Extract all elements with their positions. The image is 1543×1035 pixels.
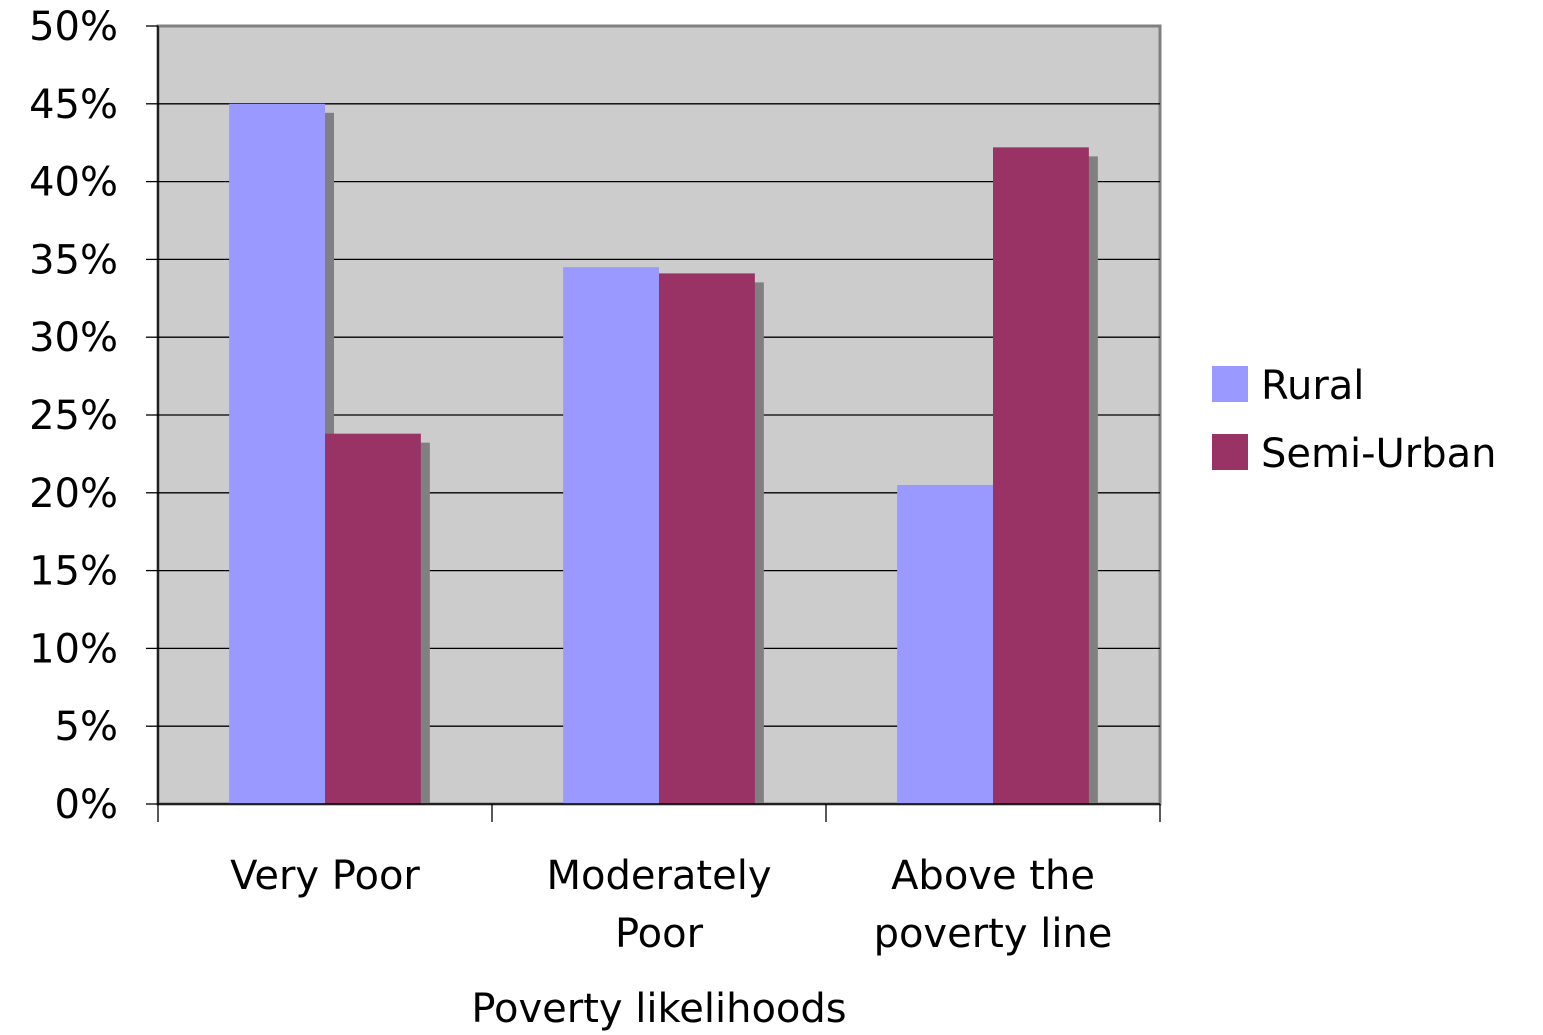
y-tick-labels: 0% 5% 10% 15% 20% 25% 30% 35% 40% 45% 50% xyxy=(29,4,118,828)
y-tick-label: 35% xyxy=(29,237,118,283)
y-tick-label: 45% xyxy=(29,82,118,128)
legend-swatch xyxy=(1212,366,1248,402)
legend-swatch xyxy=(1212,434,1248,470)
bar-semi-urban xyxy=(993,147,1089,805)
axes xyxy=(146,25,1161,822)
legend-label: Semi-Urban xyxy=(1261,431,1497,477)
x-tick-labels: Very Poor Moderately Poor Above the poverty … xyxy=(230,853,1112,957)
bars xyxy=(229,103,1089,805)
y-tick-label: 20% xyxy=(29,471,118,517)
x-tick-label: Above the xyxy=(891,853,1095,899)
y-tick-label: 50% xyxy=(29,4,118,50)
y-tick-label: 10% xyxy=(29,626,118,672)
bar-rural xyxy=(229,103,325,805)
bar-semi-urban xyxy=(325,433,421,804)
bar-rural xyxy=(897,485,993,804)
x-tick-label: Moderately xyxy=(546,853,771,899)
y-tick-label: 15% xyxy=(29,549,118,595)
y-tick-label: 5% xyxy=(55,704,118,750)
legend: Rural Semi-Urban xyxy=(1212,363,1497,477)
bar-semi-urban xyxy=(659,273,755,804)
x-axis-label: Poverty likelihoods xyxy=(471,986,846,1032)
x-tick-label: poverty line xyxy=(874,911,1113,957)
legend-label: Rural xyxy=(1261,363,1364,409)
x-tick-label: Very Poor xyxy=(230,853,420,899)
y-tick-label: 40% xyxy=(29,160,118,206)
x-tick-label: Poor xyxy=(615,911,704,957)
y-tick-label: 25% xyxy=(29,393,118,439)
y-tick-label: 30% xyxy=(29,315,118,361)
bar-rural xyxy=(563,267,659,804)
y-tick-label: 0% xyxy=(55,782,118,828)
